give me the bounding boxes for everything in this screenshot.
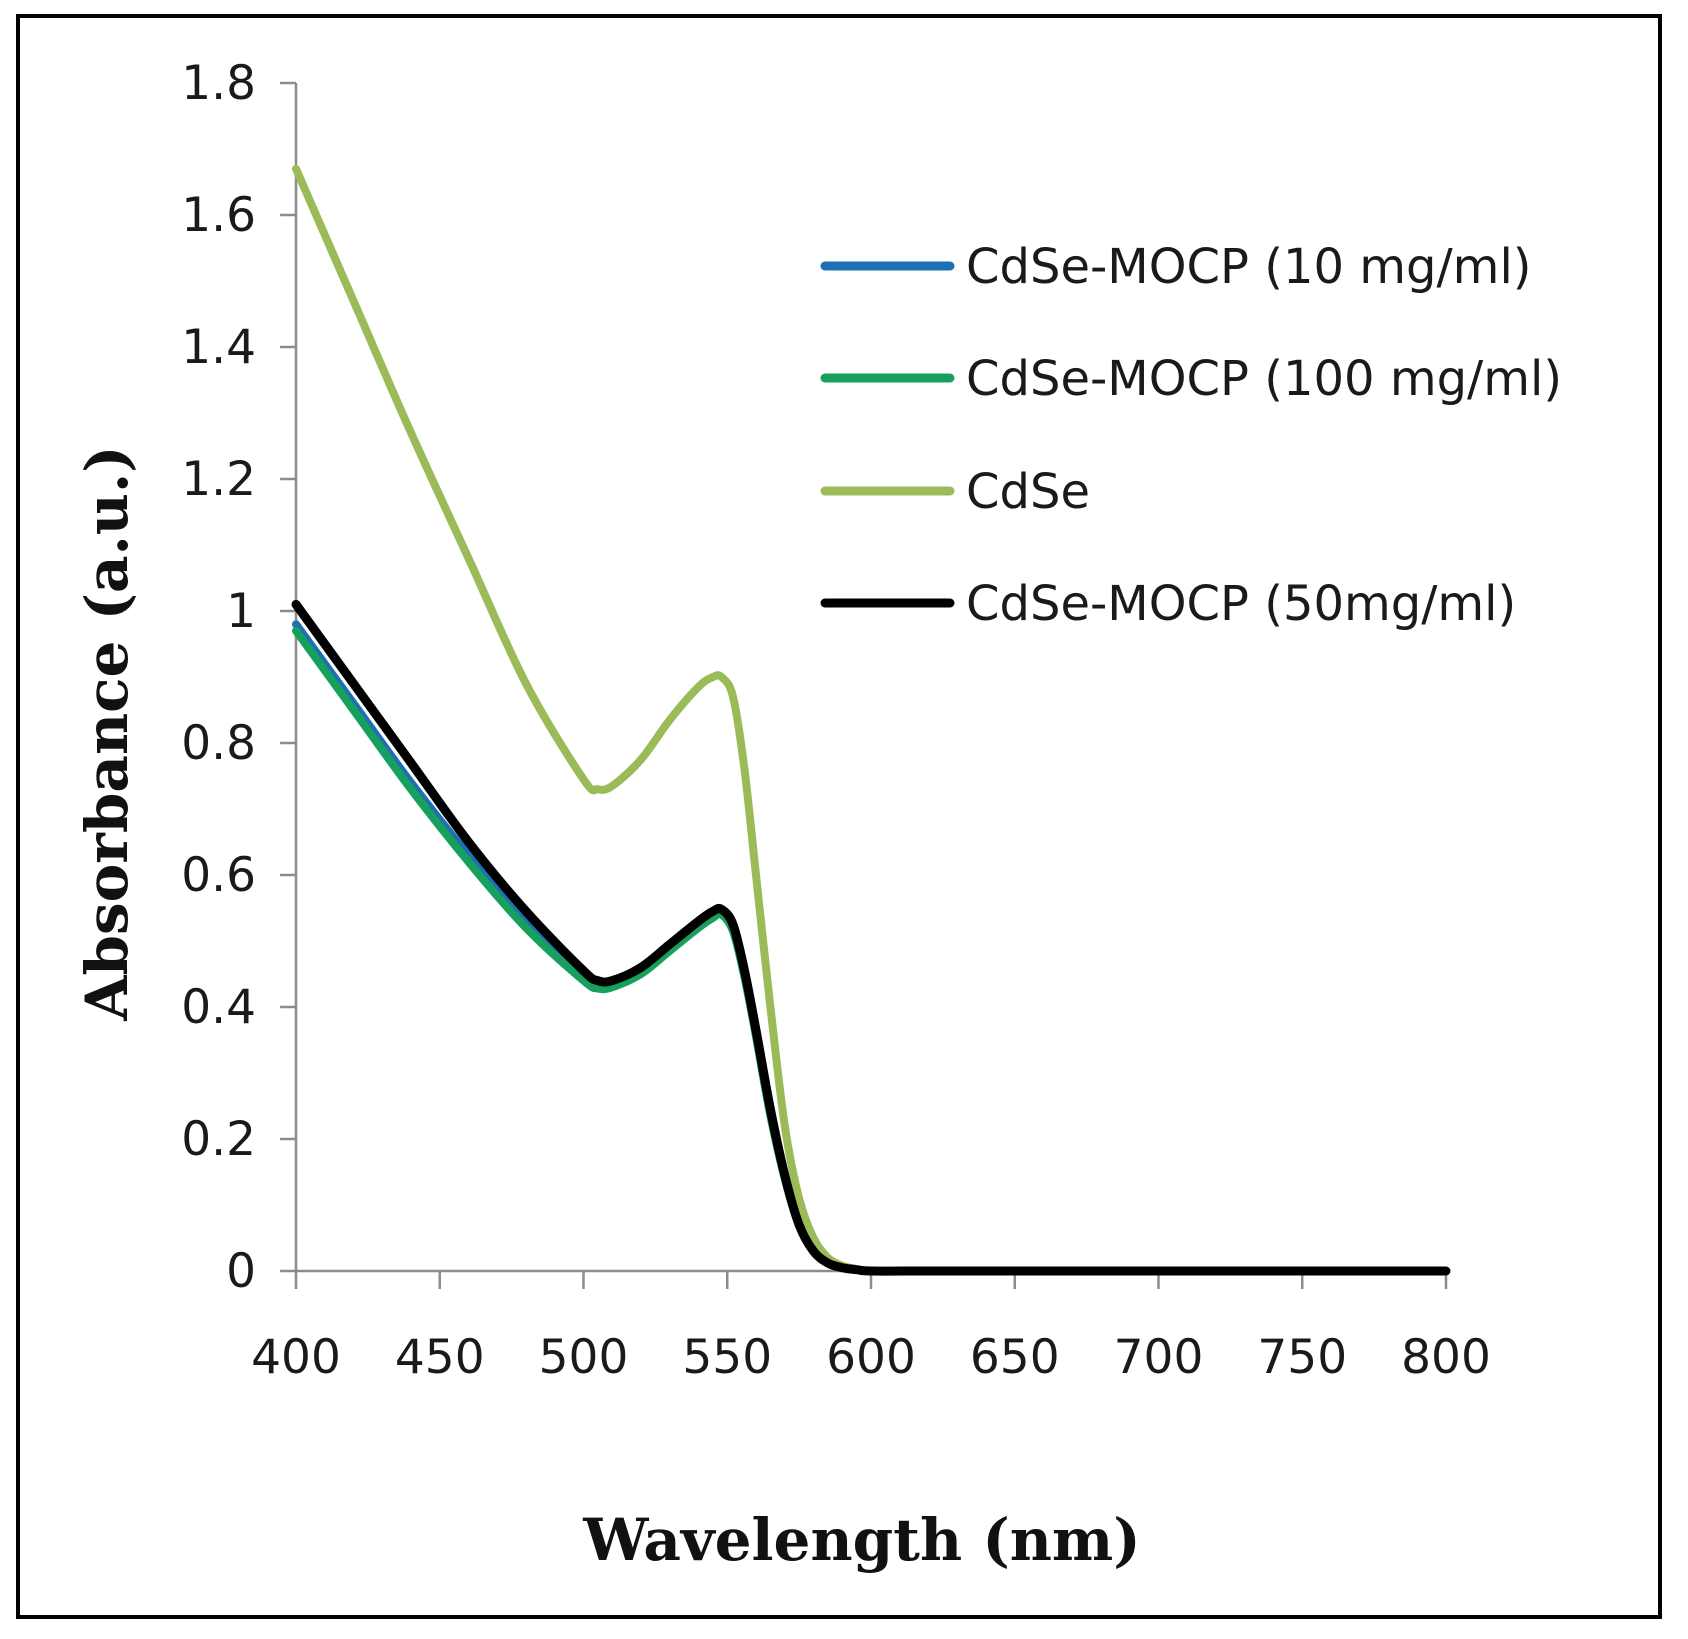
x-tick-label: 700	[1114, 1330, 1204, 1385]
y-tick-label: 0	[226, 1244, 256, 1299]
series-line-cdse-mocp-10-mg-ml	[292, 620, 1450, 1276]
legend: CdSe-MOCP (10 mg/ml) CdSe-MOCP (100 mg/ml…	[820, 239, 1562, 632]
legend-label-cdse-mocp-100-mg-ml: CdSe-MOCP (100 mg/ml)	[966, 351, 1562, 407]
y-axis-title: Absorbance (a.u.)	[73, 445, 141, 1021]
y-tick-label: 1	[226, 584, 256, 639]
x-tick-label: 500	[539, 1330, 629, 1385]
x-tick-label: 450	[395, 1330, 485, 1385]
y-tick-label: 0.8	[181, 716, 256, 771]
axes: 0 0.2 0.4 0.6 0.8 1 1.2 1.4 1.6 1.8 400 450 500 550 60…	[181, 56, 1491, 1385]
legend-label-cdse: CdSe	[966, 464, 1090, 520]
y-tick-label: 1.4	[181, 320, 256, 375]
y-tick-label: 1.8	[181, 56, 256, 111]
chart-svg: 0 0.2 0.4 0.6 0.8 1 1.2 1.4 1.6 1.8 400 450 500 550 60…	[73, 56, 1562, 1574]
x-tick-label: 400	[251, 1330, 341, 1385]
chart-frame: 0 0.2 0.4 0.6 0.8 1 1.2 1.4 1.6 1.8 400 450 500 550 60…	[16, 14, 1662, 1619]
x-tick-label: 800	[1401, 1330, 1491, 1385]
series-line-cdse-mocp-100-mg-ml	[292, 626, 1450, 1276]
legend-label-cdse-mocp-50mg-ml: CdSe-MOCP (50mg/ml)	[966, 576, 1516, 632]
x-tick-label: 600	[826, 1330, 916, 1385]
y-tick-label: 0.2	[181, 1112, 256, 1167]
series-line-cdse	[292, 164, 1450, 1276]
y-tick-label: 0.6	[181, 848, 256, 903]
y-tick-label: 0.4	[181, 980, 256, 1035]
legend-label-cdse-mocp-10-mg-ml: CdSe-MOCP (10 mg/ml)	[966, 239, 1532, 295]
y-tick-label: 1.2	[181, 452, 256, 507]
series-lines	[291, 164, 1451, 1276]
x-tick-label: 550	[682, 1330, 772, 1385]
x-axis-title: Wavelength (nm)	[582, 1506, 1141, 1574]
series-line-cdse-mocp-50mg-ml	[291, 599, 1451, 1276]
y-tick-label: 1.6	[181, 188, 256, 243]
x-tick-label: 750	[1257, 1330, 1347, 1385]
x-tick-label: 650	[970, 1330, 1060, 1385]
